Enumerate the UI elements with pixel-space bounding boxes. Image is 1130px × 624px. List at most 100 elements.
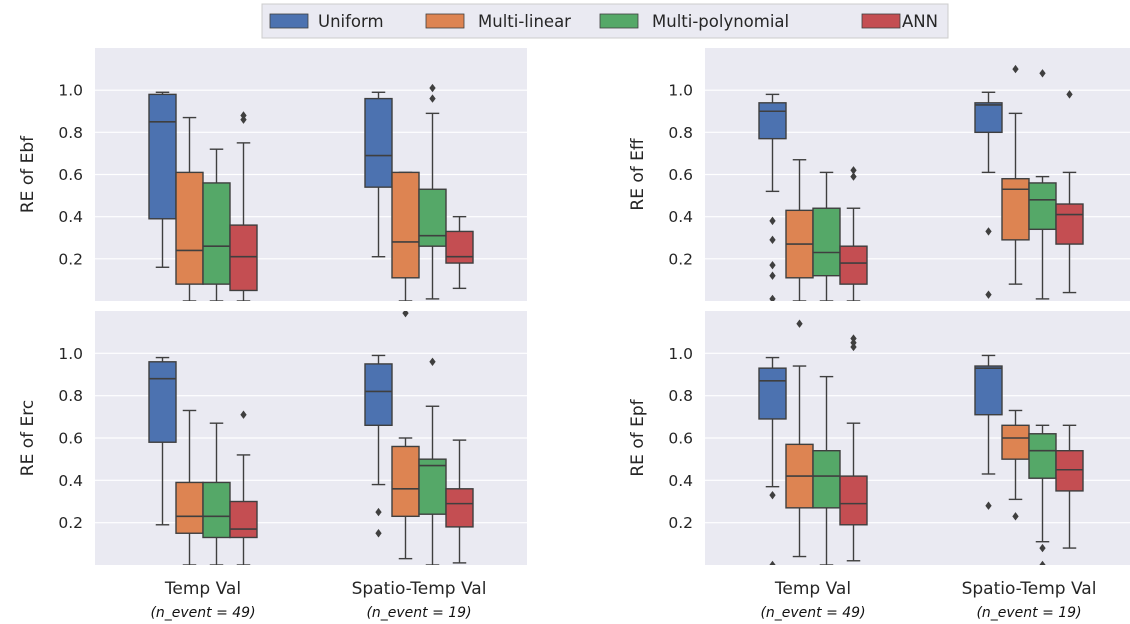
outlier-point — [850, 334, 857, 343]
y-tick-label: 0.6 — [58, 430, 83, 448]
box-ann — [229, 111, 258, 301]
y-tick-label: 0.2 — [58, 250, 83, 268]
x-tick-label-spatio-temp-val-left: Spatio-Temp Val — [352, 579, 487, 599]
box-multi-linear — [785, 159, 814, 301]
outlier-point — [850, 342, 857, 352]
box-iqr — [758, 367, 787, 420]
plot-marks — [758, 64, 1084, 301]
box-iqr — [974, 365, 1003, 416]
outlier-point — [429, 357, 436, 366]
box-multi-linear — [175, 409, 204, 565]
outlier-point — [240, 111, 247, 120]
outlier-point — [240, 410, 247, 419]
outlier-point — [1039, 543, 1046, 553]
outlier-point — [769, 490, 776, 500]
legend: Uniform Multi-linear Multi-polynomial AN… — [261, 3, 949, 39]
box-ann — [445, 215, 474, 290]
y-tick-label: 0.8 — [668, 387, 693, 405]
box-ann — [229, 410, 258, 565]
outlier-point — [850, 166, 857, 175]
x-note-temp-val-left: (n_event = 49) — [150, 605, 255, 621]
box-iqr — [839, 245, 868, 285]
outlier-point — [375, 529, 382, 538]
y-tick-label: 1.0 — [668, 345, 693, 363]
y-tick-label: 0.4 — [58, 208, 83, 226]
box-multi-linear — [175, 116, 204, 301]
box-iqr — [1028, 182, 1057, 231]
box-ann — [839, 334, 868, 562]
y-axis-label: RE of Erc — [18, 400, 38, 476]
box-iqr — [974, 102, 1003, 134]
x-tick-label-temp-val-left: Temp Val — [164, 579, 241, 599]
outlier-point — [769, 271, 776, 280]
panel-re-of-ebf: 0.2 0.4 0.6 0.8 1.0 RE of Ebf — [18, 48, 527, 301]
box-iqr — [1055, 450, 1084, 492]
outlier-point — [375, 507, 382, 517]
legend-swatch-multi-polynomial — [599, 13, 639, 29]
outlier-point — [1039, 69, 1046, 78]
box-ann — [839, 166, 868, 301]
legend-swatch-ann — [861, 13, 901, 29]
box-uniform — [148, 356, 177, 526]
box-iqr — [839, 475, 868, 526]
y-tick-label: 0.4 — [58, 472, 83, 490]
y-axis-label: RE of Epf — [628, 398, 648, 476]
y-tick-label: 0.8 — [668, 124, 693, 142]
legend-swatch-multi-linear — [425, 13, 465, 29]
outlier-point — [1066, 90, 1073, 99]
box-iqr — [229, 500, 258, 539]
y-axis-label: RE of Ebf — [18, 135, 38, 213]
box-iqr — [202, 182, 231, 285]
y-tick-label: 0.6 — [668, 430, 693, 448]
box-multi-polynomial — [202, 148, 231, 301]
box-iqr — [229, 224, 258, 292]
box-uniform — [974, 91, 1003, 299]
box-iqr — [758, 102, 787, 140]
legend-label-multi-polynomial: Multi-polynomial — [652, 12, 789, 31]
box-multi-linear — [1001, 64, 1030, 285]
y-tick-label: 0.6 — [668, 166, 693, 184]
box-iqr — [1001, 178, 1030, 241]
outlier-point — [240, 115, 247, 124]
box-iqr — [175, 171, 204, 285]
y-tick-label: 1.0 — [58, 345, 83, 363]
plot-marks — [148, 83, 474, 301]
box-ann — [1055, 424, 1084, 549]
y-tick-label: 0.2 — [668, 250, 693, 268]
outlier-point — [402, 311, 409, 318]
box-iqr — [418, 458, 447, 515]
y-tick-label: 0.8 — [58, 387, 83, 405]
x-note-spatio-temp-val-right: (n_event = 19) — [976, 605, 1081, 621]
box-multi-polynomial — [1028, 424, 1057, 565]
box-multi-linear — [785, 319, 814, 558]
outlier-point — [850, 172, 857, 181]
outlier-point — [769, 216, 776, 226]
panels: 0.2 0.4 0.6 0.8 1.0 RE of Ebf 0.2 0.4 0.6 0.8 1.0 R… — [18, 48, 1130, 565]
legend-label-ann: ANN — [902, 12, 938, 31]
x-axis-labels: Temp Val Spatio-Temp Val (n_event = 49) … — [150, 579, 1096, 621]
panel-re-of-erc: 0.2 0.4 0.6 0.8 1.0 RE of Erc — [18, 311, 527, 565]
y-tick-label: 0.4 — [668, 472, 693, 490]
box-ann — [1055, 90, 1084, 294]
box-iqr — [364, 97, 393, 188]
outlier-point — [1039, 560, 1046, 565]
y-tick-label: 0.4 — [668, 208, 693, 226]
y-axis-label: RE of Eff — [628, 137, 648, 210]
box-iqr — [1055, 203, 1084, 245]
outlier-point — [769, 294, 776, 301]
y-tick-label: 0.2 — [668, 514, 693, 532]
legend-label-uniform: Uniform — [318, 12, 384, 31]
legend-label-multi-linear: Multi-linear — [478, 12, 571, 31]
legend-swatch-uniform — [269, 13, 309, 29]
box-uniform — [148, 91, 177, 268]
x-note-temp-val-right: (n_event = 49) — [760, 605, 865, 621]
y-tick-label: 0.2 — [58, 514, 83, 532]
outlier-point — [1012, 512, 1019, 521]
box-ann — [445, 439, 474, 564]
box-iqr — [175, 481, 204, 534]
outlier-point — [429, 83, 436, 93]
outlier-point — [1012, 64, 1019, 74]
box-iqr — [202, 481, 231, 539]
box-multi-polynomial — [812, 375, 841, 565]
plot-marks — [148, 311, 474, 565]
